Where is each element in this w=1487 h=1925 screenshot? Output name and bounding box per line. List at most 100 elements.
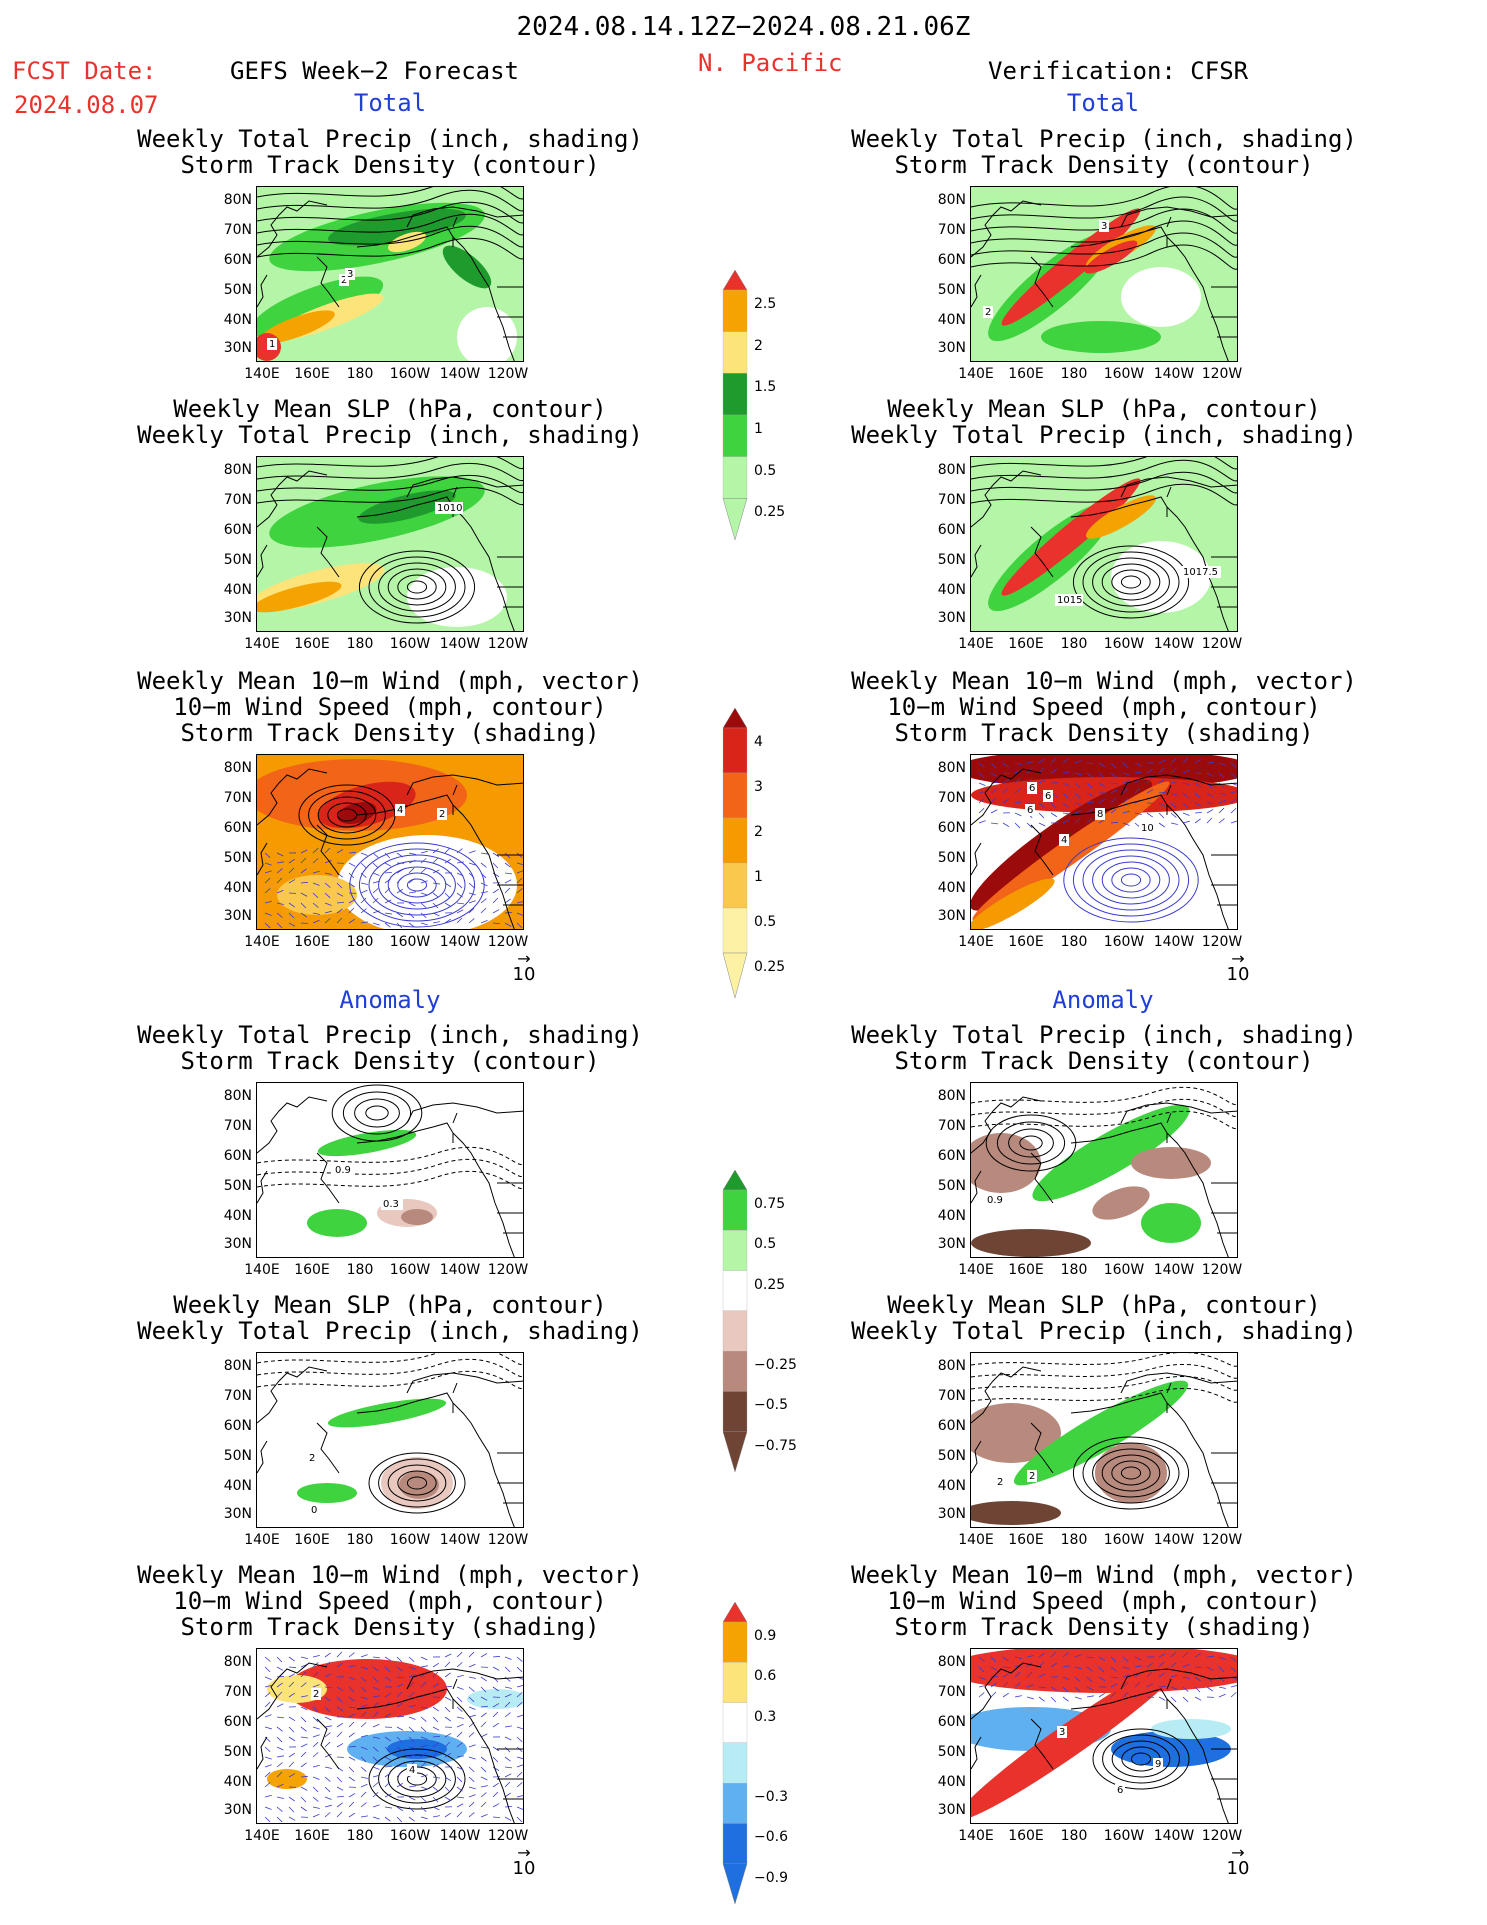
lon-tick-label: 180 bbox=[1060, 1532, 1088, 1548]
lat-tick-label: 50N bbox=[223, 1744, 252, 1760]
colorbar-label: 0.9 bbox=[754, 1628, 777, 1644]
lat-tick-label: 30N bbox=[937, 1506, 966, 1522]
lon-tick-label: 120W bbox=[487, 1532, 529, 1548]
contour-label: 10 bbox=[1141, 823, 1154, 834]
lat-tick-label: 70N bbox=[223, 1118, 252, 1134]
lon-tick-label: 180 bbox=[346, 366, 374, 382]
colorbar-label: 0.25 bbox=[754, 959, 786, 975]
panel-title-line: 10−m Wind Speed (mph, contour) bbox=[887, 693, 1321, 721]
map-r4: 0.9 bbox=[970, 1082, 1238, 1258]
lat-tick-label: 50N bbox=[937, 1178, 966, 1194]
lat-tick-label: 30N bbox=[223, 1506, 252, 1522]
panel-title-line: Storm Track Density (shading) bbox=[180, 719, 600, 747]
fcst-date: 2024.08.07 bbox=[14, 91, 159, 119]
lon-tick-label: 160W bbox=[389, 366, 431, 382]
lon-tick-label: 140E bbox=[244, 1828, 280, 1844]
lon-tick-label: 180 bbox=[1060, 1828, 1088, 1844]
lon-tick-label: 120W bbox=[1201, 636, 1243, 652]
lon-tick-label: 120W bbox=[487, 934, 529, 950]
lon-tick-label: 140W bbox=[1153, 934, 1195, 950]
panel-title-line: Weekly Mean SLP (hPa, contour) bbox=[173, 395, 607, 423]
lat-tick-label: 40N bbox=[223, 1208, 252, 1224]
lon-tick-label: 140W bbox=[1153, 636, 1195, 652]
vector-reference: → 10 bbox=[512, 1843, 536, 1880]
contour-label: 8 bbox=[1097, 809, 1103, 820]
colorbar-label: 4 bbox=[754, 734, 763, 750]
lat-tick-label: 40N bbox=[223, 582, 252, 598]
panel-title-line: Weekly Mean 10−m Wind (mph, vector) bbox=[851, 1561, 1357, 1589]
contour-label: 2 bbox=[997, 1477, 1003, 1488]
lat-tick-label: 30N bbox=[223, 1236, 252, 1252]
panel-title-line: Weekly Mean SLP (hPa, contour) bbox=[173, 1291, 607, 1319]
panel-title-line: Weekly Total Precip (inch, shading) bbox=[851, 1317, 1357, 1345]
panel-title-line: Weekly Total Precip (inch, shading) bbox=[851, 1021, 1357, 1049]
lat-tick-label: 80N bbox=[223, 462, 252, 478]
contour-label: 3 bbox=[1101, 221, 1107, 232]
lat-tick-label: 80N bbox=[223, 1088, 252, 1104]
contour-label: 1010 bbox=[437, 503, 462, 514]
panel-title-line: Weekly Mean SLP (hPa, contour) bbox=[887, 395, 1321, 423]
lon-tick-label: 140W bbox=[1153, 1532, 1195, 1548]
panel-title-line: Weekly Total Precip (inch, shading) bbox=[137, 421, 643, 449]
contour-label: 3 bbox=[347, 269, 353, 280]
colorbar-label: 2 bbox=[754, 337, 763, 354]
contour-label: 2 bbox=[313, 1689, 319, 1700]
lon-tick-label: 180 bbox=[346, 1262, 374, 1278]
lon-tick-label: 160E bbox=[1008, 1828, 1044, 1844]
lat-tick-label: 30N bbox=[223, 908, 252, 924]
panel-title-line: Weekly Total Precip (inch, shading) bbox=[137, 1317, 643, 1345]
lon-tick-label: 160W bbox=[389, 636, 431, 652]
contour-label: 2 bbox=[439, 809, 445, 820]
section-total-right: Total bbox=[1066, 89, 1140, 117]
panel-title-line: Weekly Total Precip (inch, shading) bbox=[851, 421, 1357, 449]
lat-tick-label: 70N bbox=[223, 222, 252, 238]
colorbar-label: −0.5 bbox=[754, 1397, 788, 1414]
lat-tick-label: 50N bbox=[223, 850, 252, 866]
lat-tick-label: 50N bbox=[937, 1448, 966, 1464]
colorbar-label: 0.25 bbox=[754, 1276, 786, 1293]
lat-tick-label: 80N bbox=[937, 1358, 966, 1374]
contour-label: 0.3 bbox=[383, 1199, 399, 1210]
panel-title-line: 10−m Wind Speed (mph, contour) bbox=[887, 1587, 1321, 1615]
contour-label: 6 bbox=[1117, 1785, 1123, 1796]
lon-tick-label: 160W bbox=[1103, 366, 1145, 382]
contour-label: 4 bbox=[1061, 835, 1067, 846]
lon-tick-label: 140E bbox=[244, 934, 280, 950]
colorbar-label: −0.9 bbox=[754, 1869, 788, 1886]
lon-tick-label: 140W bbox=[439, 1532, 481, 1548]
panel-title-line: 10−m Wind Speed (mph, contour) bbox=[173, 1587, 607, 1615]
lat-tick-label: 30N bbox=[223, 340, 252, 356]
lat-tick-label: 70N bbox=[223, 1684, 252, 1700]
colorbar-label: 1 bbox=[754, 421, 763, 437]
panel-title-line: Storm Track Density (contour) bbox=[180, 1047, 600, 1075]
contour-label: 6 bbox=[1045, 791, 1051, 802]
lat-tick-label: 40N bbox=[223, 312, 252, 328]
panel-title-line: Storm Track Density (contour) bbox=[180, 151, 600, 179]
contour-label: 4 bbox=[409, 1765, 415, 1776]
panel-title-line: Weekly Mean 10−m Wind (mph, vector) bbox=[137, 1561, 643, 1589]
contour-label: 2 bbox=[309, 1453, 315, 1464]
lon-tick-label: 160E bbox=[1008, 934, 1044, 950]
lat-tick-label: 60N bbox=[937, 522, 966, 538]
lat-tick-label: 30N bbox=[937, 1802, 966, 1818]
lat-tick-label: 70N bbox=[937, 1118, 966, 1134]
lat-tick-label: 40N bbox=[937, 1208, 966, 1224]
contour-label: 4 bbox=[397, 805, 403, 816]
lon-tick-label: 140E bbox=[958, 1532, 994, 1548]
lon-tick-label: 140W bbox=[1153, 1828, 1195, 1844]
panel-title-line: Storm Track Density (shading) bbox=[894, 1613, 1314, 1641]
verification-title: Verification: CFSR bbox=[988, 57, 1249, 85]
lon-tick-label: 140E bbox=[958, 636, 994, 652]
lat-tick-label: 80N bbox=[937, 192, 966, 208]
lon-tick-label: 120W bbox=[487, 366, 529, 382]
lat-tick-label: 80N bbox=[937, 1654, 966, 1670]
lon-tick-label: 180 bbox=[346, 1532, 374, 1548]
lat-tick-label: 80N bbox=[223, 192, 252, 208]
lat-tick-label: 50N bbox=[937, 552, 966, 568]
lon-tick-label: 180 bbox=[1060, 934, 1088, 950]
lat-tick-label: 50N bbox=[937, 1744, 966, 1760]
lat-tick-label: 40N bbox=[937, 312, 966, 328]
colorbar-precip_anom bbox=[720, 1169, 830, 1473]
lon-tick-label: 160W bbox=[1103, 1828, 1145, 1844]
